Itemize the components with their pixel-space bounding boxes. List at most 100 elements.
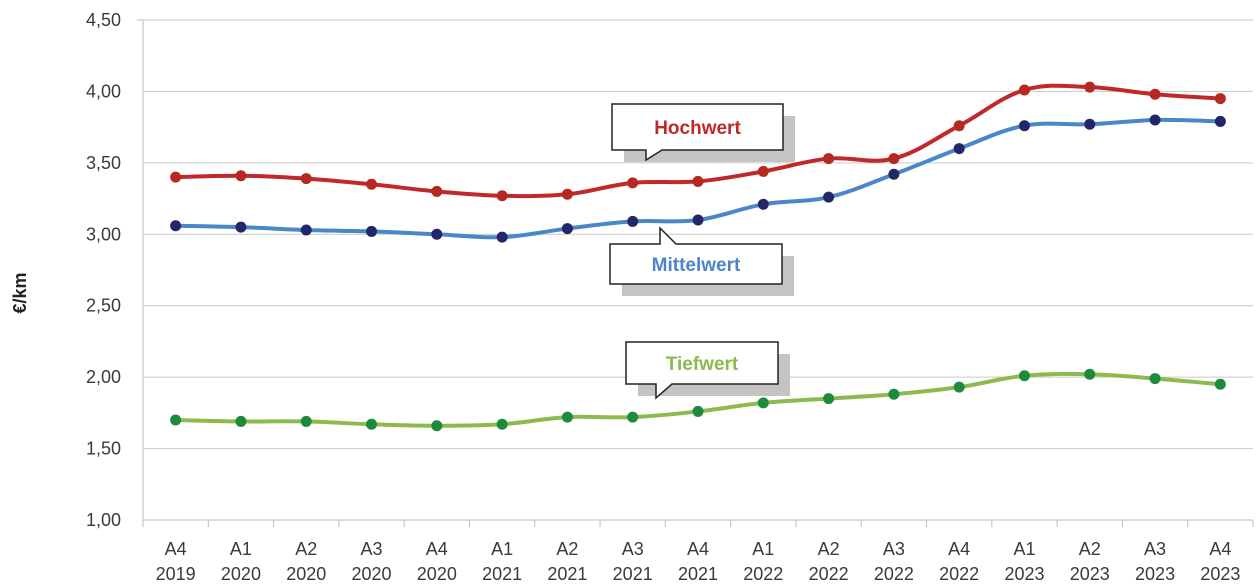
x-tick-label-year: 2022 xyxy=(809,564,849,584)
y-tick-labels: 1,00 1,50 2,00 2,50 3,00 3,50 4,00 4,50 xyxy=(86,10,121,530)
data-point xyxy=(170,414,182,426)
x-tick-label-quarter: A1 xyxy=(752,539,774,559)
x-tick-label-year: 2023 xyxy=(1070,564,1110,584)
callout-tiefwert: Tiefwert xyxy=(625,341,790,400)
data-point xyxy=(1149,114,1161,126)
data-point xyxy=(561,411,573,423)
x-tick-label-year: 2021 xyxy=(678,564,718,584)
callout-label: Tiefwert xyxy=(666,354,739,375)
data-point xyxy=(366,225,378,237)
callouts-layer: Hochwert Mittelwert Tiefwert xyxy=(609,103,795,400)
data-point xyxy=(235,221,247,233)
data-point xyxy=(692,175,704,187)
x-tick-label-quarter: A1 xyxy=(491,539,513,559)
data-point xyxy=(953,143,965,155)
series-tiefwert xyxy=(170,368,1226,432)
callout-label: Mittelwert xyxy=(652,255,741,276)
x-tick-label-quarter: A4 xyxy=(1209,539,1231,559)
data-point xyxy=(1018,370,1030,382)
x-tick-label-year: 2023 xyxy=(1135,564,1175,584)
x-tick-label-quarter: A4 xyxy=(948,539,970,559)
data-point xyxy=(496,190,508,202)
x-tick-label-year: 2020 xyxy=(221,564,261,584)
data-point xyxy=(170,220,182,232)
x-tick-label-quarter: A1 xyxy=(230,539,252,559)
y-tick-label: 3,00 xyxy=(86,224,121,244)
data-point xyxy=(823,153,835,165)
data-point xyxy=(823,191,835,203)
data-point xyxy=(496,231,508,243)
x-tick-label-quarter: A2 xyxy=(1079,539,1101,559)
data-point xyxy=(561,223,573,235)
y-tick-label: 1,50 xyxy=(86,439,121,459)
x-tick-label-year: 2023 xyxy=(1200,564,1240,584)
data-point xyxy=(235,170,247,182)
data-point xyxy=(757,165,769,177)
data-point xyxy=(627,411,639,423)
data-point xyxy=(692,214,704,226)
x-tick-label-quarter: A1 xyxy=(1013,539,1035,559)
data-point xyxy=(1084,118,1096,130)
data-point xyxy=(431,228,443,240)
data-point xyxy=(561,188,573,200)
y-tick-label: 2,50 xyxy=(86,296,121,316)
x-tick-label-quarter: A3 xyxy=(622,539,644,559)
data-point xyxy=(431,420,443,432)
data-point xyxy=(888,153,900,165)
data-point xyxy=(1018,120,1030,132)
y-tick-label: 4,00 xyxy=(86,81,121,101)
data-point xyxy=(1018,84,1030,96)
data-point xyxy=(757,198,769,210)
data-point xyxy=(888,388,900,400)
x-tick-label-quarter: A3 xyxy=(361,539,383,559)
data-point xyxy=(1149,88,1161,100)
data-point xyxy=(953,120,965,132)
data-point xyxy=(627,177,639,189)
x-tick-label-quarter: A2 xyxy=(556,539,578,559)
data-point xyxy=(627,215,639,227)
x-tick-label-year: 2020 xyxy=(417,564,457,584)
x-tick-label-quarter: A2 xyxy=(295,539,317,559)
x-tick-label-quarter: A3 xyxy=(883,539,905,559)
series-mittelwert xyxy=(170,114,1226,243)
data-point xyxy=(692,405,704,417)
data-point xyxy=(431,185,443,197)
callout-hochwert: Hochwert xyxy=(611,103,795,162)
x-tick-label-quarter: A2 xyxy=(818,539,840,559)
x-tick-label-year: 2022 xyxy=(743,564,783,584)
data-point xyxy=(1084,81,1096,93)
data-point xyxy=(888,168,900,180)
data-point xyxy=(1214,115,1226,127)
x-tick-label-quarter: A4 xyxy=(687,539,709,559)
x-tick-label-year: 2022 xyxy=(939,564,979,584)
data-point xyxy=(366,178,378,190)
data-point xyxy=(757,397,769,409)
callout-label: Hochwert xyxy=(654,118,741,139)
x-tick-labels: A4 2019 A1 2020 A2 2020 A3 2020 A4 2020 A1 2021 A2 20… xyxy=(156,539,1241,584)
y-tick-label: 3,50 xyxy=(86,153,121,173)
axes xyxy=(137,19,1254,527)
x-tick-label-year: 2020 xyxy=(286,564,326,584)
callout-bubble xyxy=(625,341,779,400)
y-tick-label: 2,00 xyxy=(86,367,121,387)
y-axis-label: €/km xyxy=(10,272,30,313)
data-point xyxy=(1149,373,1161,385)
data-point xyxy=(823,393,835,405)
callout-bubble xyxy=(609,226,783,285)
x-tick-label-year: 2021 xyxy=(613,564,653,584)
series-layer xyxy=(170,81,1226,432)
data-point xyxy=(300,415,312,427)
callout-mittelwert: Mittelwert xyxy=(609,226,794,296)
data-point xyxy=(496,418,508,430)
data-point xyxy=(300,224,312,236)
x-tick-label-year: 2021 xyxy=(547,564,587,584)
x-tick-label-quarter: A3 xyxy=(1144,539,1166,559)
x-tick-label-quarter: A4 xyxy=(426,539,448,559)
y-tick-label: 1,00 xyxy=(86,510,121,530)
series-hochwert xyxy=(170,81,1226,202)
data-point xyxy=(953,381,965,393)
x-tick-label-year: 2020 xyxy=(352,564,392,584)
x-tick-label-year: 2023 xyxy=(1004,564,1044,584)
data-point xyxy=(1214,93,1226,105)
callout-bubble xyxy=(611,103,784,162)
